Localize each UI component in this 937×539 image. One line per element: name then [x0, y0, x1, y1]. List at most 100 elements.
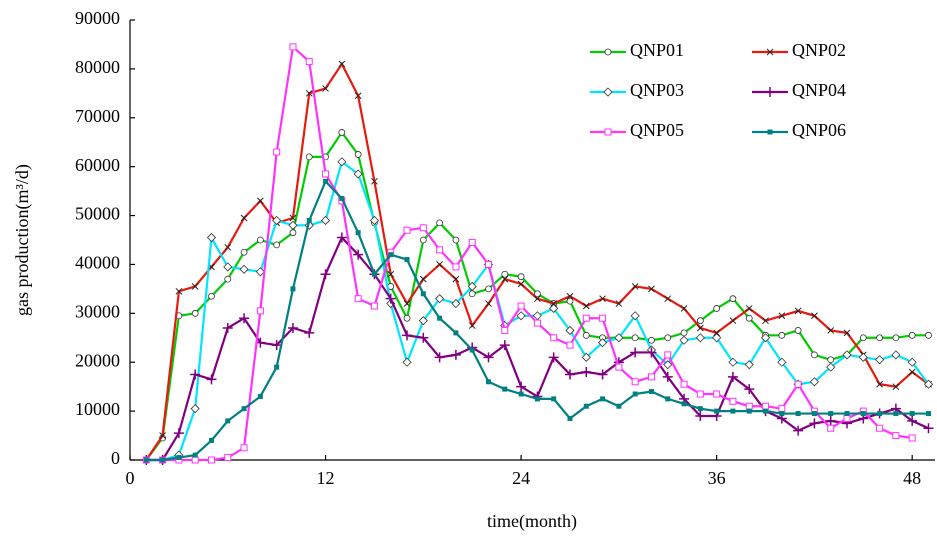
- legend-item: QNP06: [752, 120, 846, 140]
- marker: [549, 303, 559, 314]
- marker: [452, 236, 460, 244]
- marker: [647, 373, 655, 381]
- marker: [223, 262, 233, 272]
- marker: [239, 264, 249, 274]
- legend-item: QNP02: [752, 40, 846, 60]
- marker: [486, 379, 492, 385]
- marker: [371, 177, 378, 185]
- marker: [240, 444, 248, 452]
- marker: [290, 286, 296, 292]
- y-tick-label: 70000: [75, 106, 120, 126]
- marker: [648, 336, 655, 344]
- marker: [566, 297, 574, 305]
- marker: [907, 357, 917, 367]
- marker: [403, 314, 411, 322]
- marker: [160, 457, 166, 463]
- marker: [663, 360, 673, 370]
- marker: [469, 347, 475, 353]
- marker: [322, 170, 330, 178]
- series-line: [146, 44, 913, 462]
- marker: [305, 89, 313, 97]
- marker: [811, 312, 818, 320]
- marker: [434, 352, 445, 363]
- marker: [517, 273, 525, 281]
- marker: [892, 432, 900, 440]
- marker: [403, 226, 411, 234]
- marker: [583, 403, 589, 409]
- marker: [860, 411, 866, 417]
- marker: [404, 257, 410, 263]
- marker: [485, 285, 492, 293]
- marker: [600, 396, 606, 402]
- marker: [353, 249, 364, 260]
- marker: [598, 338, 608, 348]
- marker: [925, 331, 932, 339]
- marker: [551, 396, 557, 402]
- legend-item: QNP03: [590, 80, 684, 100]
- marker: [418, 316, 428, 326]
- marker: [581, 367, 592, 377]
- marker: [811, 411, 817, 417]
- marker: [778, 312, 786, 320]
- y-tick-label: 40000: [75, 253, 120, 273]
- marker: [501, 275, 509, 283]
- marker: [499, 340, 510, 351]
- marker: [892, 383, 900, 391]
- marker: [338, 60, 346, 68]
- y-tick-label: 90000: [75, 8, 120, 28]
- marker: [648, 285, 655, 293]
- marker: [794, 327, 802, 334]
- marker: [631, 334, 639, 342]
- marker: [241, 406, 247, 412]
- marker: [369, 215, 379, 226]
- marker: [452, 275, 460, 283]
- marker: [777, 357, 787, 367]
- marker: [287, 323, 298, 333]
- marker: [664, 334, 672, 342]
- marker: [581, 352, 591, 362]
- marker: [809, 418, 820, 429]
- marker: [908, 434, 916, 442]
- marker: [680, 329, 688, 337]
- marker: [339, 195, 345, 201]
- marker: [224, 275, 232, 283]
- marker: [712, 333, 722, 343]
- marker: [615, 363, 623, 371]
- marker: [697, 406, 703, 412]
- marker: [190, 369, 201, 380]
- marker: [582, 314, 590, 322]
- marker: [239, 313, 250, 324]
- marker: [208, 292, 215, 300]
- marker: [696, 390, 704, 398]
- marker: [271, 340, 282, 351]
- marker: [727, 371, 738, 382]
- marker: [420, 291, 426, 297]
- marker: [728, 357, 738, 367]
- marker: [272, 215, 282, 226]
- marker: [385, 293, 396, 304]
- marker: [288, 220, 298, 230]
- marker: [664, 295, 672, 303]
- marker: [827, 327, 835, 334]
- marker: [843, 329, 851, 337]
- marker: [501, 270, 509, 278]
- marker: [289, 214, 297, 222]
- marker: [517, 302, 525, 310]
- marker: [744, 384, 755, 395]
- marker: [354, 92, 362, 100]
- marker: [762, 317, 769, 325]
- marker: [891, 350, 901, 360]
- marker: [907, 415, 918, 426]
- marker: [419, 224, 427, 232]
- marker: [534, 295, 541, 303]
- legend-label: QNP02: [792, 40, 846, 60]
- marker: [908, 368, 916, 376]
- marker: [338, 129, 346, 136]
- marker: [877, 411, 883, 417]
- marker: [713, 305, 721, 312]
- legend-label: QNP01: [630, 40, 684, 60]
- marker: [453, 330, 459, 336]
- marker: [191, 283, 199, 290]
- legend-label: QNP04: [792, 80, 846, 100]
- marker: [664, 351, 672, 359]
